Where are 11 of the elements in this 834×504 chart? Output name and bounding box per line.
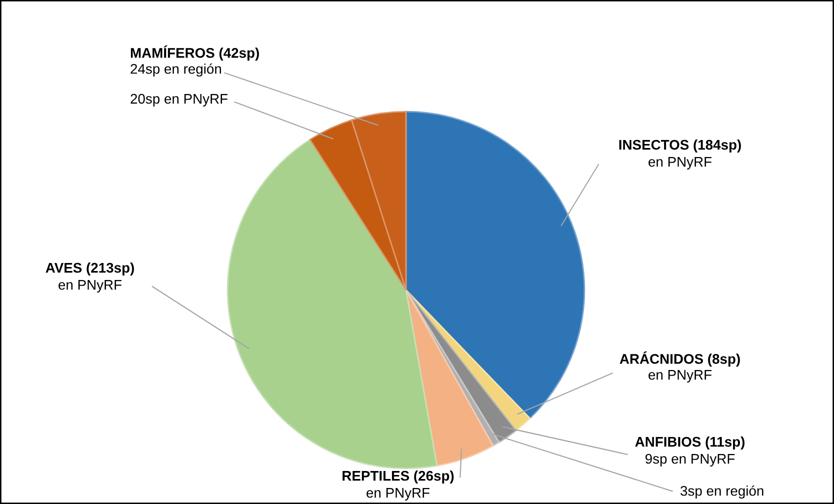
slice-label: INSECTOS (184sp) en PNyRF: [619, 140, 741, 170]
pie-slice: [405, 110, 586, 420]
pie-slice: [405, 289, 494, 466]
slice-label: ARÁCNIDOS (8sp) en PNyRF: [620, 351, 740, 382]
slice-label: MAMÍFEROS (42sp) 24sp en región: [130, 45, 259, 77]
slice-label: REPTILES (26sp) en PNyRF: [342, 470, 454, 500]
pie-slice: [226, 138, 438, 470]
slice-label: AVES (213sp) en PNyRF: [46, 262, 134, 292]
slice-label: 3sp en región: [680, 485, 764, 499]
slice-label: 20sp en PNyRF: [130, 94, 228, 106]
slice-label: ANFIBIOS (11sp) 9sp en PNyRF: [635, 436, 744, 466]
